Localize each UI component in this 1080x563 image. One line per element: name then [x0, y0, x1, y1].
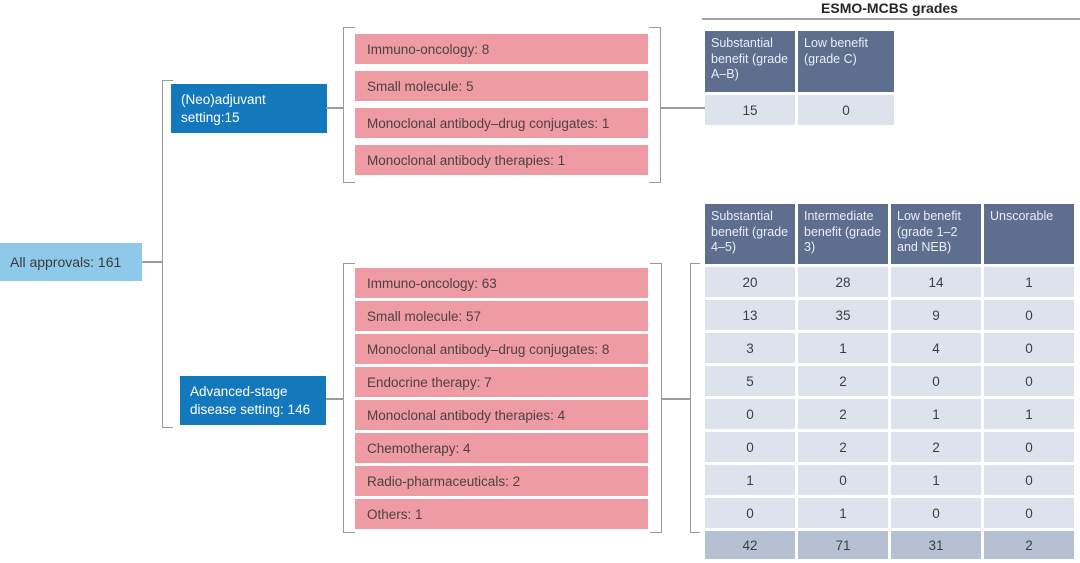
category-box: Others: 1 — [355, 499, 648, 529]
table-header-cell: Substantial benefit (grade A–B) — [705, 31, 795, 92]
table-cell: 0 — [984, 300, 1074, 330]
table-cell: 0 — [798, 465, 888, 495]
category-box: Radio-pharmaceuticals: 2 — [355, 466, 648, 496]
setting-box-advanced: Advanced-stage disease setting: 146 — [180, 376, 326, 425]
category-box: Small molecule: 57 — [355, 301, 648, 331]
table-cell: 2 — [891, 432, 981, 462]
connector-neoadjuvant — [326, 107, 343, 109]
category-box: Immuno-oncology: 8 — [355, 34, 648, 64]
table-cell: 1 — [798, 498, 888, 528]
category-box: Small molecule: 5 — [355, 71, 648, 101]
tree-bracket-main — [162, 80, 173, 428]
category-box: Endocrine therapy: 7 — [355, 367, 648, 397]
table-cell: 0 — [984, 366, 1074, 396]
table-cell: 35 — [798, 300, 888, 330]
table-cell: 9 — [891, 300, 981, 330]
table-header-cell: Substantial benefit (grade 4–5) — [705, 204, 795, 264]
figure-title: ESMO-MCBS grades — [821, 0, 958, 16]
table-cell: 3 — [705, 333, 795, 363]
setting-label: (Neo)adjuvant setting:15 — [181, 91, 266, 125]
table-cell: 1 — [984, 399, 1074, 429]
table-header-cell: Intermediate benefit (grade 3) — [798, 204, 888, 264]
category-box: Immuno-oncology: 63 — [355, 268, 648, 298]
table-total-cell: 42 — [705, 531, 795, 559]
grades-table-adjuvant: Substantial benefit (grade A–B) Low bene… — [702, 28, 897, 128]
table-cell: 15 — [705, 95, 795, 125]
setting-box-neoadjuvant: (Neo)adjuvant setting:15 — [171, 84, 327, 133]
table-header-cell: Low benefit (grade 1–2 and NEB) — [891, 204, 981, 264]
table-cell: 14 — [891, 267, 981, 297]
table-cell: 2 — [798, 366, 888, 396]
table-cell: 0 — [984, 432, 1074, 462]
table-cell: 2 — [798, 432, 888, 462]
bracket-table-rows — [690, 263, 700, 533]
bracket-adjuvant-left — [343, 27, 355, 183]
table-cell: 0 — [891, 498, 981, 528]
table-cell: 20 — [705, 267, 795, 297]
setting-label: Advanced-stage disease setting: 146 — [190, 383, 311, 417]
category-box: Monoclonal antibody therapies: 1 — [355, 145, 648, 175]
table-cell: 1 — [705, 465, 795, 495]
table-cell: 5 — [705, 366, 795, 396]
category-box: Chemotherapy: 4 — [355, 433, 648, 463]
table-cell: 1 — [798, 333, 888, 363]
table-total-cell: 31 — [891, 531, 981, 559]
table-cell: 0 — [705, 399, 795, 429]
table-cell: 0 — [798, 95, 894, 125]
table-header-cell: Low benefit (grade C) — [798, 31, 894, 92]
category-box: Monoclonal antibody–drug conjugates: 8 — [355, 334, 648, 364]
table-cell: 0 — [705, 432, 795, 462]
connector-adjuvant-table — [661, 107, 705, 109]
all-approvals-box: All approvals: 161 — [0, 243, 142, 281]
table-cell: 1 — [891, 399, 981, 429]
table-cell: 1 — [891, 465, 981, 495]
category-box: Monoclonal antibody therapies: 4 — [355, 400, 648, 430]
table-cell: 13 — [705, 300, 795, 330]
title-rule — [702, 18, 1080, 20]
table-total-cell: 2 — [984, 531, 1074, 559]
table-cell: 0 — [891, 366, 981, 396]
connector-advanced-table — [661, 398, 691, 400]
table-cell: 28 — [798, 267, 888, 297]
bracket-adjuvant-right — [649, 27, 661, 183]
table-cell: 1 — [984, 267, 1074, 297]
table-cell: 2 — [798, 399, 888, 429]
table-cell: 0 — [984, 333, 1074, 363]
table-cell: 0 — [984, 498, 1074, 528]
table-cell: 0 — [984, 465, 1074, 495]
connector-root — [142, 261, 163, 263]
grades-table-advanced: Substantial benefit (grade 4–5) Intermed… — [702, 201, 1077, 562]
table-header-cell: Unscorable — [984, 204, 1074, 264]
bracket-advanced-left — [343, 263, 355, 533]
table-cell: 0 — [705, 498, 795, 528]
table-total-cell: 71 — [798, 531, 888, 559]
connector-advanced — [326, 398, 343, 400]
category-box: Monoclonal antibody–drug conjugates: 1 — [355, 108, 648, 138]
table-cell: 4 — [891, 333, 981, 363]
